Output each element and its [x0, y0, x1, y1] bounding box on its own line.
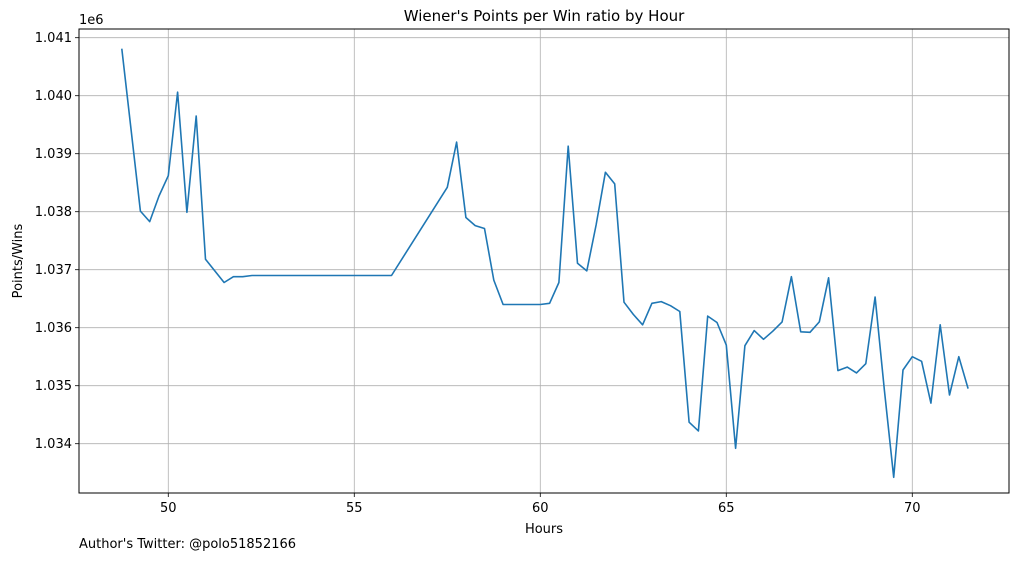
x-tick-label: 70 — [904, 501, 921, 516]
plot-frame — [78, 28, 1010, 494]
y-tick-label: 1.039 — [35, 147, 72, 162]
series-line — [121, 48, 969, 479]
x-tick-label: 50 — [160, 501, 177, 516]
y-tick-label: 1.041 — [35, 31, 72, 46]
x-tick-label: 60 — [532, 501, 549, 516]
author-credit: Author's Twitter: @polo51852166 — [79, 537, 297, 552]
series-layer — [121, 48, 969, 479]
x-tick-label: 55 — [346, 501, 363, 516]
y-tick-label: 1.034 — [35, 437, 72, 452]
grid-lines — [79, 29, 1009, 493]
x-axis-ticks: 50 55 60 65 70 — [160, 493, 921, 516]
y-offset-label: 1e6 — [79, 13, 104, 28]
y-tick-label: 1.038 — [35, 205, 72, 220]
y-tick-label: 1.040 — [35, 89, 72, 104]
x-axis-label: Hours — [525, 522, 563, 537]
y-axis-label: Points/Wins — [11, 223, 26, 298]
y-tick-label: 1.037 — [35, 263, 72, 278]
chart-title: Wiener's Points per Win ratio by Hour — [404, 7, 685, 25]
y-tick-label: 1.036 — [35, 321, 72, 336]
y-axis-ticks: 1.034 1.035 1.036 1.037 1.038 1.039 1.040 1.041 — [35, 31, 79, 452]
y-tick-label: 1.035 — [35, 379, 72, 394]
x-tick-label: 65 — [718, 501, 735, 516]
